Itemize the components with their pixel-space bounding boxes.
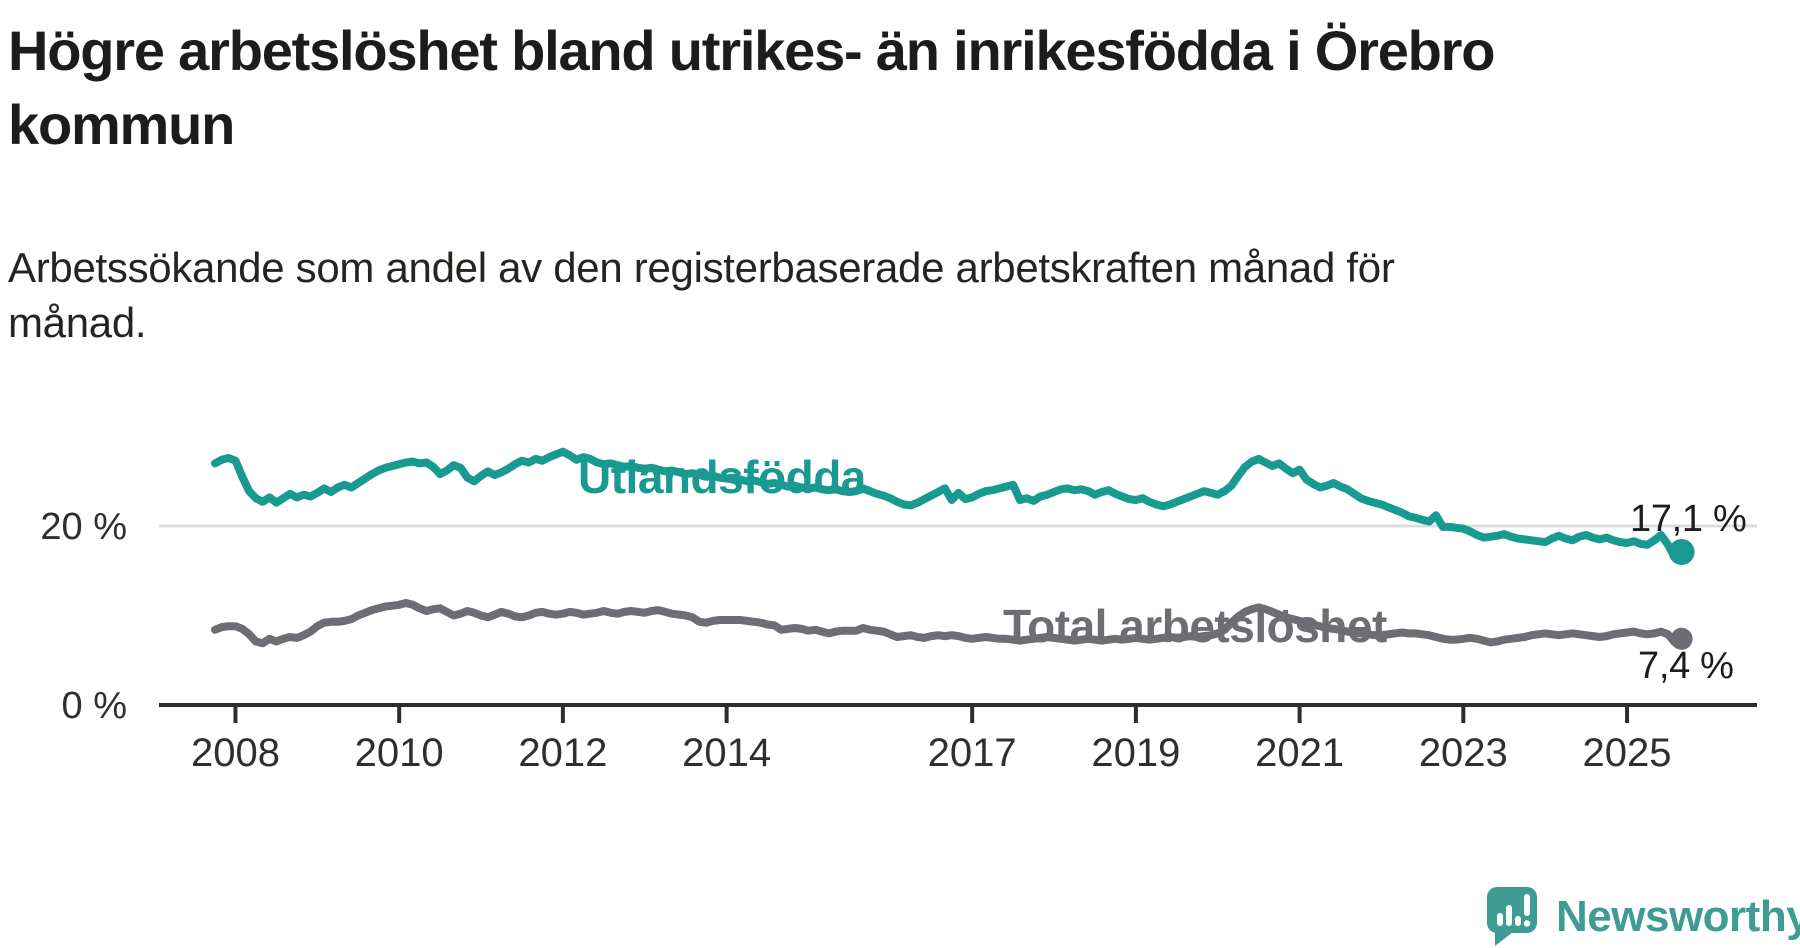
x-tick-label: 2008 bbox=[191, 731, 280, 775]
x-tick-label: 2019 bbox=[1091, 731, 1180, 775]
x-tick-label: 2010 bbox=[355, 731, 444, 775]
y-axis-label: 0 % bbox=[62, 685, 127, 727]
utlandsfodda-end-dot bbox=[1668, 539, 1695, 565]
newsworthy-wordmark: Newsworthy bbox=[1556, 892, 1800, 941]
end-value-label-total: 7,4 % bbox=[1638, 645, 1734, 687]
end-value-label-utlandsfodda: 17,1 % bbox=[1630, 498, 1747, 540]
chart-subtitle: Arbetssökande som andel av den registerb… bbox=[8, 240, 1608, 350]
total-line bbox=[211, 599, 1686, 648]
y-axis-label: 20 % bbox=[40, 506, 127, 548]
series-label-total: Total arbetslöshet bbox=[1003, 600, 1387, 652]
newsworthy-logo: Newsworthy bbox=[1486, 886, 1800, 948]
x-tick-label: 2021 bbox=[1255, 731, 1344, 775]
page-title-line2: kommun bbox=[8, 93, 235, 156]
chart-subtitle-line1: Arbetssökande som andel av den registerb… bbox=[8, 244, 1395, 291]
utlandsfodda-line bbox=[211, 447, 1686, 562]
page-title-line1: Högre arbetslöshet bland utrikes- än inr… bbox=[8, 19, 1495, 82]
x-tick-label: 2014 bbox=[682, 731, 771, 775]
page-title: Högre arbetslöshet bland utrikes- än inr… bbox=[8, 14, 1788, 162]
series-label-utlandsfodda: Utlandsfödda bbox=[578, 451, 866, 503]
x-tick-label: 2025 bbox=[1583, 731, 1672, 775]
x-tick-label: 2012 bbox=[518, 731, 607, 775]
x-tick-label: 2017 bbox=[928, 731, 1017, 775]
newsworthy-logo-icon bbox=[1487, 887, 1537, 946]
chart-subtitle-line2: månad. bbox=[8, 299, 147, 346]
x-tick-label: 2023 bbox=[1419, 731, 1508, 775]
total-end-dot bbox=[1670, 627, 1693, 650]
